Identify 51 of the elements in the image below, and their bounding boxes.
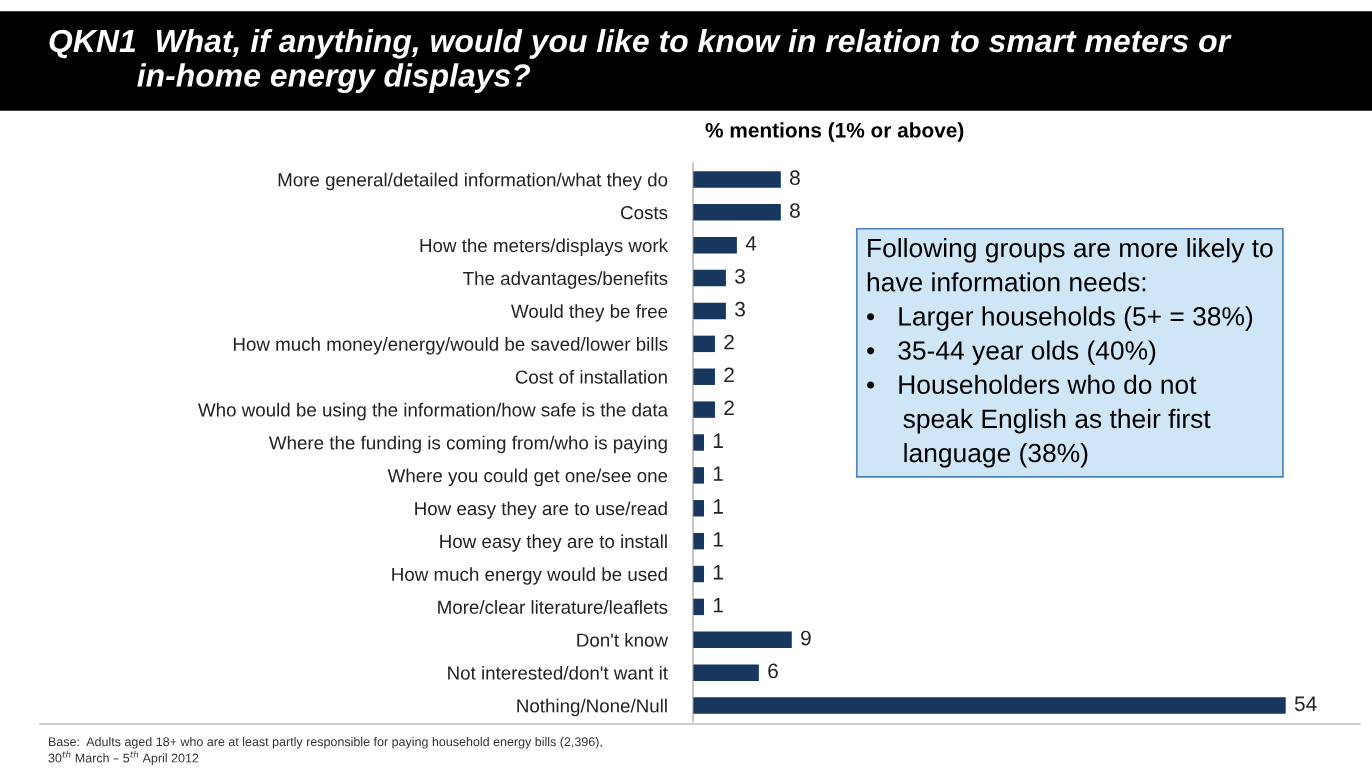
y-tick-label: How much energy would be used — [392, 567, 667, 585]
bar — [693, 401, 715, 418]
y-tick-label: Where you could get one/see one — [387, 468, 668, 487]
y-tick-label: Who would be using the information/how safe is the data — [198, 402, 669, 421]
data-label: 9 — [801, 630, 811, 646]
bar — [693, 302, 726, 320]
y-tick-label: Don't know — [577, 633, 669, 647]
y-tick-label: Nothing/None/Null — [517, 698, 667, 717]
chart-subtitle: % mentions (1% or above) — [705, 122, 964, 142]
data-label: 8 — [790, 170, 800, 186]
bar — [693, 467, 704, 484]
y-tick-label: Would they be free — [511, 304, 668, 322]
chart-title: QKN1 What, if anything, would you like to know in relation to smart meters or in-home energy displays? — [49, 28, 1232, 94]
y-tick-label: How easy they are to use/read — [415, 501, 667, 519]
bar — [693, 236, 737, 254]
data-label: 6 — [768, 663, 778, 679]
data-label: 1 — [713, 532, 723, 547]
data-label: 2 — [724, 334, 734, 350]
y-tick-label: Where the funding is coming from/who is paying — [268, 435, 667, 454]
data-label: 2 — [724, 400, 734, 416]
data-label: 8 — [790, 203, 800, 218]
bar — [693, 434, 704, 451]
data-label: 3 — [735, 268, 745, 284]
y-tick-label: More general/detailed information/what they do — [278, 172, 668, 191]
data-label: 1 — [713, 433, 723, 448]
text: Base: Adults aged 18+ who are at least partly responsible for paying household energy bills (2,396), 30$^{th}$ March – 5$^{th}$ April 2012 — [48, 736, 602, 765]
data-label: 2 — [724, 367, 734, 383]
data-label: 1 — [713, 499, 723, 514]
y-tick-label: Not interested/don't want it — [448, 665, 668, 680]
data-label: 1 — [713, 466, 723, 481]
data-label: 1 — [713, 597, 723, 613]
data-label: 54 — [1294, 696, 1317, 712]
y-tick-label: More/clear literature/leaflets — [438, 600, 668, 614]
y-tick-label: How easy they are to install — [440, 534, 667, 552]
y-tick-label: The advantages/benefits — [463, 271, 668, 289]
bar — [693, 631, 792, 649]
y-tick-label: How the meters/displays work — [420, 238, 669, 256]
bar — [693, 204, 781, 221]
bar — [693, 335, 715, 353]
bar — [693, 171, 781, 188]
bar — [693, 697, 1286, 714]
y-tick-label: Costs — [621, 206, 668, 220]
bar — [693, 269, 726, 287]
annotation: Following groups are more likely to have information needs: • Larger households (5+ = 38%) • 35-44 year olds (40%) • Householders who do not speak English as their first language (38%) — [867, 238, 1273, 468]
bar — [693, 664, 759, 681]
data-label: 4 — [745, 236, 757, 251]
y-tick-label: Cost of installation — [515, 369, 667, 384]
data-label: 1 — [713, 565, 723, 580]
data-label: 3 — [735, 301, 745, 317]
y-tick-label: How much money/energy/would be saved/lower bills — [233, 337, 668, 355]
bar — [693, 368, 715, 385]
